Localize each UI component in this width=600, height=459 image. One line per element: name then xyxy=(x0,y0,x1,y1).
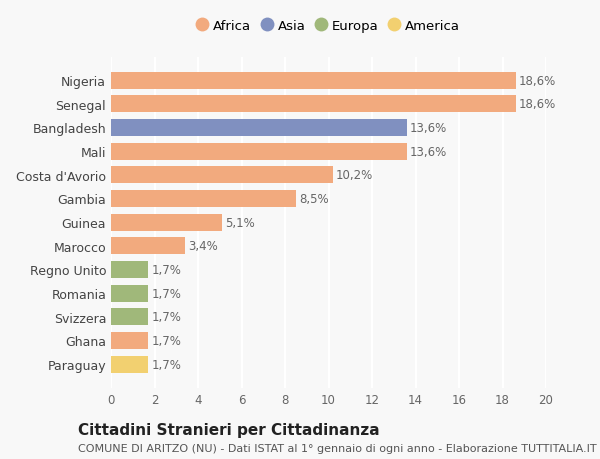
Text: 1,7%: 1,7% xyxy=(151,287,181,300)
Bar xyxy=(111,73,515,90)
Text: 8,5%: 8,5% xyxy=(299,192,329,206)
Text: 1,7%: 1,7% xyxy=(151,263,181,276)
Bar xyxy=(111,308,148,325)
Text: 13,6%: 13,6% xyxy=(410,145,448,158)
Text: 18,6%: 18,6% xyxy=(519,98,556,111)
Text: 1,7%: 1,7% xyxy=(151,334,181,347)
Bar xyxy=(111,96,515,113)
Text: 1,7%: 1,7% xyxy=(151,358,181,371)
Bar xyxy=(111,261,148,278)
Text: 13,6%: 13,6% xyxy=(410,122,448,134)
Text: 3,4%: 3,4% xyxy=(188,240,218,253)
Text: 18,6%: 18,6% xyxy=(519,74,556,87)
Bar xyxy=(111,167,333,184)
Bar xyxy=(111,190,296,207)
Text: COMUNE DI ARITZO (NU) - Dati ISTAT al 1° gennaio di ogni anno - Elaborazione TUT: COMUNE DI ARITZO (NU) - Dati ISTAT al 1°… xyxy=(78,443,596,453)
Bar xyxy=(111,332,148,349)
Text: Cittadini Stranieri per Cittadinanza: Cittadini Stranieri per Cittadinanza xyxy=(78,422,380,437)
Bar xyxy=(111,143,407,160)
Bar xyxy=(111,238,185,255)
Bar xyxy=(111,356,148,373)
Text: 1,7%: 1,7% xyxy=(151,311,181,324)
Legend: Africa, Asia, Europa, America: Africa, Asia, Europa, America xyxy=(192,14,465,38)
Text: 5,1%: 5,1% xyxy=(225,216,255,229)
Bar xyxy=(111,285,148,302)
Bar xyxy=(111,214,222,231)
Text: 10,2%: 10,2% xyxy=(336,169,373,182)
Bar xyxy=(111,120,407,137)
